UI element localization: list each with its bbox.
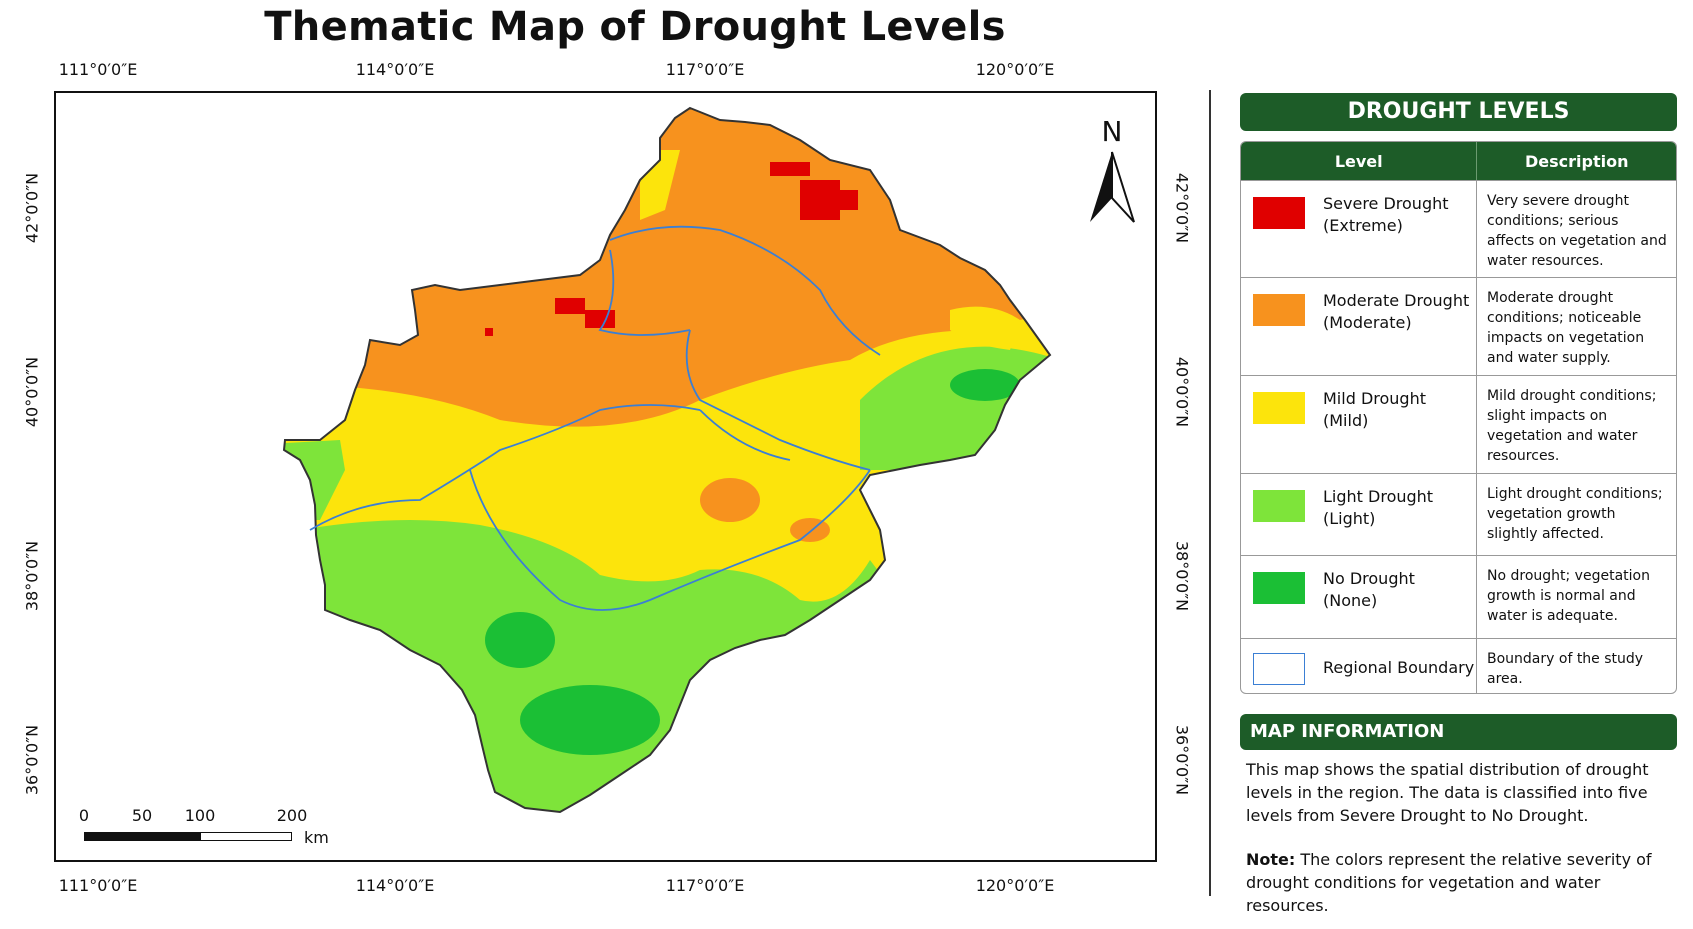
scale-segment-empty [200, 832, 292, 841]
scale-segment-filled [84, 832, 201, 841]
map-title: Thematic Map of Drought Levels [264, 4, 1006, 50]
none-sub: (None) [1323, 591, 1378, 610]
none-swatch [1253, 572, 1305, 604]
moderate-sub: (Moderate) [1323, 313, 1412, 332]
boundary-swatch [1253, 653, 1305, 685]
lat-tick-left-40: 40°0′0″N [22, 356, 42, 428]
light-swatch [1253, 490, 1305, 522]
moderate-swatch [1253, 294, 1305, 326]
legend-row-severe: Severe Drought (Extreme) Very severe drou… [1241, 180, 1676, 277]
map-frame [54, 91, 1157, 862]
legend-row-boundary: Regional Boundary Boundary of the study … [1241, 638, 1676, 693]
severe-label: Severe Drought [1323, 194, 1449, 213]
light-description: Light drought conditions; vegetation gro… [1487, 486, 1663, 542]
legend-table: Level Description Severe Drought (Extreme… [1240, 141, 1677, 694]
lon-tick-top-114: 114°0′0″E [355, 60, 435, 79]
lat-tick-left-36: 36°0′0″N [22, 724, 42, 796]
none-description: No drought; vegetation growth is normal … [1487, 568, 1650, 624]
north-arrow-icon [1090, 151, 1135, 223]
scale-bar: 0 50 100 200 km [78, 806, 342, 852]
map-info-title: MAP INFORMATION [1240, 714, 1677, 750]
lon-tick-bottom-117: 117°0′0″E [665, 876, 745, 895]
none-label: No Drought [1323, 569, 1415, 588]
lon-tick-top-111: 111°0′0″E [58, 60, 138, 79]
lon-tick-top-117: 117°0′0″E [665, 60, 745, 79]
legend-header: Level Description [1241, 142, 1676, 180]
severe-sub: (Extreme) [1323, 216, 1403, 235]
mild-description: Mild drought conditions; slight impacts … [1487, 388, 1657, 464]
boundary-label: Regional Boundary [1323, 658, 1475, 677]
light-label: Light Drought [1323, 487, 1434, 506]
scale-tick-0: 0 [78, 806, 90, 825]
lon-tick-bottom-120: 120°0′0″E [975, 876, 1055, 895]
map-info-body: This map shows the spatial distribution … [1246, 760, 1649, 825]
lat-tick-right-42: 42°0′0″N [1172, 172, 1192, 244]
panel-divider [1209, 90, 1211, 896]
legend-row-none: No Drought (None) No drought; vegetation … [1241, 555, 1676, 638]
scale-tick-100: 100 [184, 806, 216, 825]
legend-row-mild: Mild Drought (Mild) Mild drought conditio… [1241, 375, 1676, 473]
lon-tick-bottom-111: 111°0′0″E [58, 876, 138, 895]
scale-tick-200: 200 [276, 806, 308, 825]
drought-map[interactable] [56, 93, 1155, 860]
light-sub: (Light) [1323, 509, 1376, 528]
mild-label: Mild Drought [1323, 389, 1426, 408]
boundary-description: Boundary of the study area. [1487, 651, 1644, 687]
drought-fill [284, 108, 1050, 812]
lon-tick-top-120: 120°0′0″E [975, 60, 1055, 79]
lat-tick-right-38: 38°0′0″N [1172, 540, 1192, 612]
scale-unit: km [304, 828, 329, 847]
legend-row-light: Light Drought (Light) Light drought condi… [1241, 473, 1676, 555]
legend-title: DROUGHT LEVELS [1240, 93, 1677, 131]
lat-tick-left-38: 38°0′0″N [22, 540, 42, 612]
severe-description: Very severe drought conditions; serious … [1487, 193, 1667, 269]
lon-tick-bottom-114: 114°0′0″E [355, 876, 435, 895]
severe-swatch [1253, 197, 1305, 229]
map-info-note: Note: The colors represent the relative … [1246, 848, 1676, 917]
note-text: The colors represent the relative severi… [1246, 850, 1652, 915]
lat-tick-right-40: 40°0′0″N [1172, 356, 1192, 428]
legend-row-moderate: Moderate Drought (Moderate) Moderate drou… [1241, 277, 1676, 375]
mild-swatch [1253, 392, 1305, 424]
moderate-description: Moderate drought conditions; noticeable … [1487, 290, 1645, 366]
lat-tick-left-42: 42°0′0″N [22, 172, 42, 244]
north-arrow: N [1086, 115, 1138, 232]
north-letter: N [1101, 115, 1123, 148]
mild-sub: (Mild) [1323, 411, 1369, 430]
lat-tick-right-36: 36°0′0″N [1172, 724, 1192, 796]
regional-boundaries [309, 225, 881, 611]
legend-col-description: Description [1524, 151, 1629, 171]
scale-tick-50: 50 [131, 806, 153, 825]
note-label: Note: [1246, 850, 1296, 869]
legend-col-level: Level [1241, 142, 1478, 180]
moderate-label: Moderate Drought [1323, 291, 1470, 310]
